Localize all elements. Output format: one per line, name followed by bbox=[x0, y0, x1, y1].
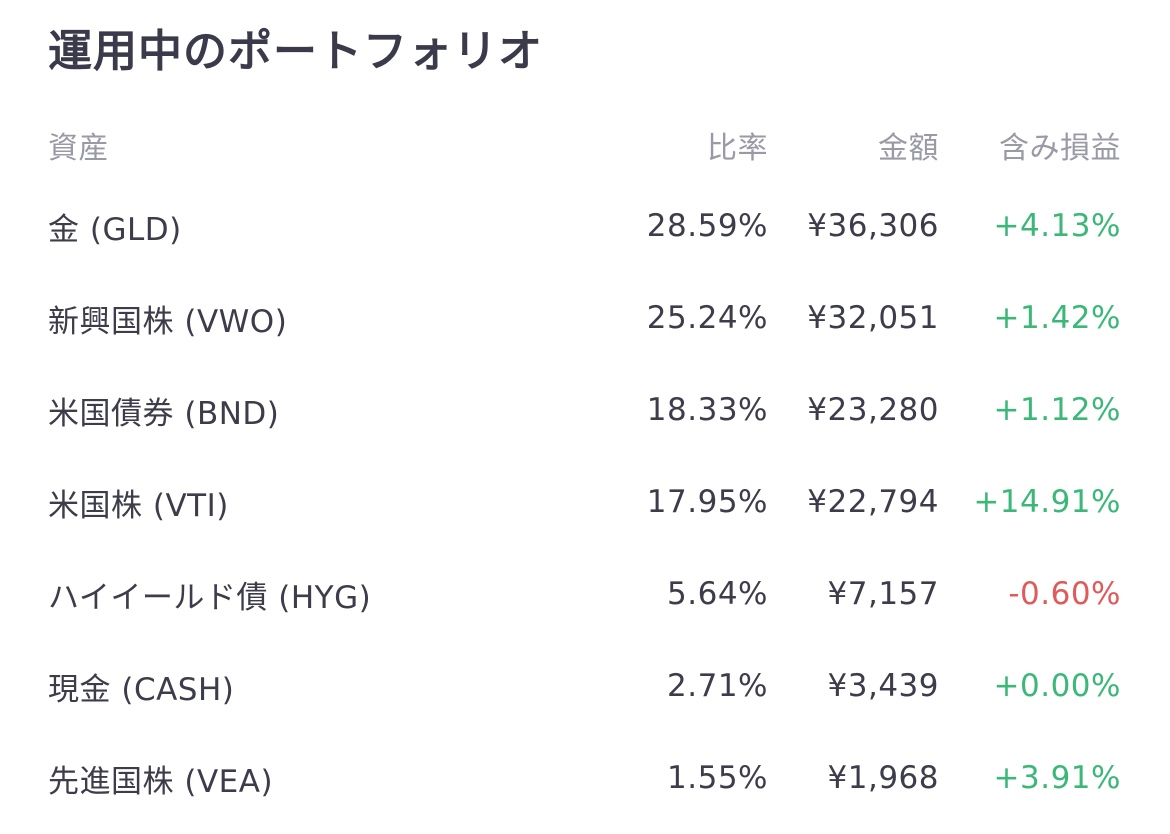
allocation-ratio: 18.33% bbox=[646, 392, 768, 428]
table-row[interactable]: 現金 (CASH) 2.71% ¥3,439 +0.00% bbox=[48, 640, 1121, 732]
unrealized-profit-loss: +14.91% bbox=[973, 484, 1121, 520]
allocation-ratio: 2.71% bbox=[667, 668, 768, 704]
amount-value: ¥36,306 bbox=[807, 208, 939, 244]
asset-name: 米国株 (VTI) bbox=[48, 487, 229, 524]
amount-value: ¥7,157 bbox=[827, 576, 939, 612]
allocation-ratio: 1.55% bbox=[667, 760, 768, 796]
table-row[interactable]: 米国株 (VTI) 17.95% ¥22,794 +14.91% bbox=[48, 456, 1121, 548]
column-header-ratio: 比率 bbox=[707, 131, 768, 166]
allocation-ratio: 5.64% bbox=[667, 576, 768, 612]
allocation-ratio: 17.95% bbox=[646, 484, 768, 520]
portfolio-table: 資産 比率 金額 含み損益 金 (GLD) 28.59% ¥36,306 +4.13%… bbox=[48, 110, 1121, 824]
column-header-profit-loss: 含み損益 bbox=[999, 131, 1121, 166]
asset-name: 先進国株 (VEA) bbox=[48, 763, 274, 800]
amount-value: ¥3,439 bbox=[827, 668, 939, 704]
table-row[interactable]: 先進国株 (VEA) 1.55% ¥1,968 +3.91% bbox=[48, 732, 1121, 824]
amount-value: ¥1,968 bbox=[827, 760, 939, 796]
column-header-asset: 資産 bbox=[48, 131, 109, 166]
asset-name: ハイイールド債 (HYG) bbox=[48, 579, 372, 616]
unrealized-profit-loss: +0.00% bbox=[993, 668, 1121, 704]
asset-name: 米国債券 (BND) bbox=[48, 395, 280, 432]
amount-value: ¥23,280 bbox=[807, 392, 939, 428]
amount-value: ¥32,051 bbox=[807, 300, 939, 336]
column-header-amount: 金額 bbox=[878, 131, 939, 166]
table-row[interactable]: 金 (GLD) 28.59% ¥36,306 +4.13% bbox=[48, 180, 1121, 272]
allocation-ratio: 25.24% bbox=[646, 300, 768, 336]
allocation-ratio: 28.59% bbox=[646, 208, 768, 244]
table-row[interactable]: 新興国株 (VWO) 25.24% ¥32,051 +1.42% bbox=[48, 272, 1121, 364]
asset-name: 現金 (CASH) bbox=[48, 671, 235, 708]
unrealized-profit-loss: +1.42% bbox=[993, 300, 1121, 336]
unrealized-profit-loss: +1.12% bbox=[993, 392, 1121, 428]
table-row[interactable]: 米国債券 (BND) 18.33% ¥23,280 +1.12% bbox=[48, 364, 1121, 456]
asset-name: 新興国株 (VWO) bbox=[48, 303, 288, 340]
unrealized-profit-loss: +3.91% bbox=[993, 760, 1121, 796]
unrealized-profit-loss: -0.60% bbox=[1008, 576, 1121, 612]
asset-name: 金 (GLD) bbox=[48, 211, 182, 248]
page-title: 運用中のポートフォリオ bbox=[48, 26, 543, 77]
amount-value: ¥22,794 bbox=[807, 484, 939, 520]
table-body: 金 (GLD) 28.59% ¥36,306 +4.13% 新興国株 (VWO) 25.2… bbox=[48, 180, 1121, 824]
table-header: 資産 比率 金額 含み損益 bbox=[48, 110, 1121, 180]
unrealized-profit-loss: +4.13% bbox=[993, 208, 1121, 244]
table-row[interactable]: ハイイールド債 (HYG) 5.64% ¥7,157 -0.60% bbox=[48, 548, 1121, 640]
